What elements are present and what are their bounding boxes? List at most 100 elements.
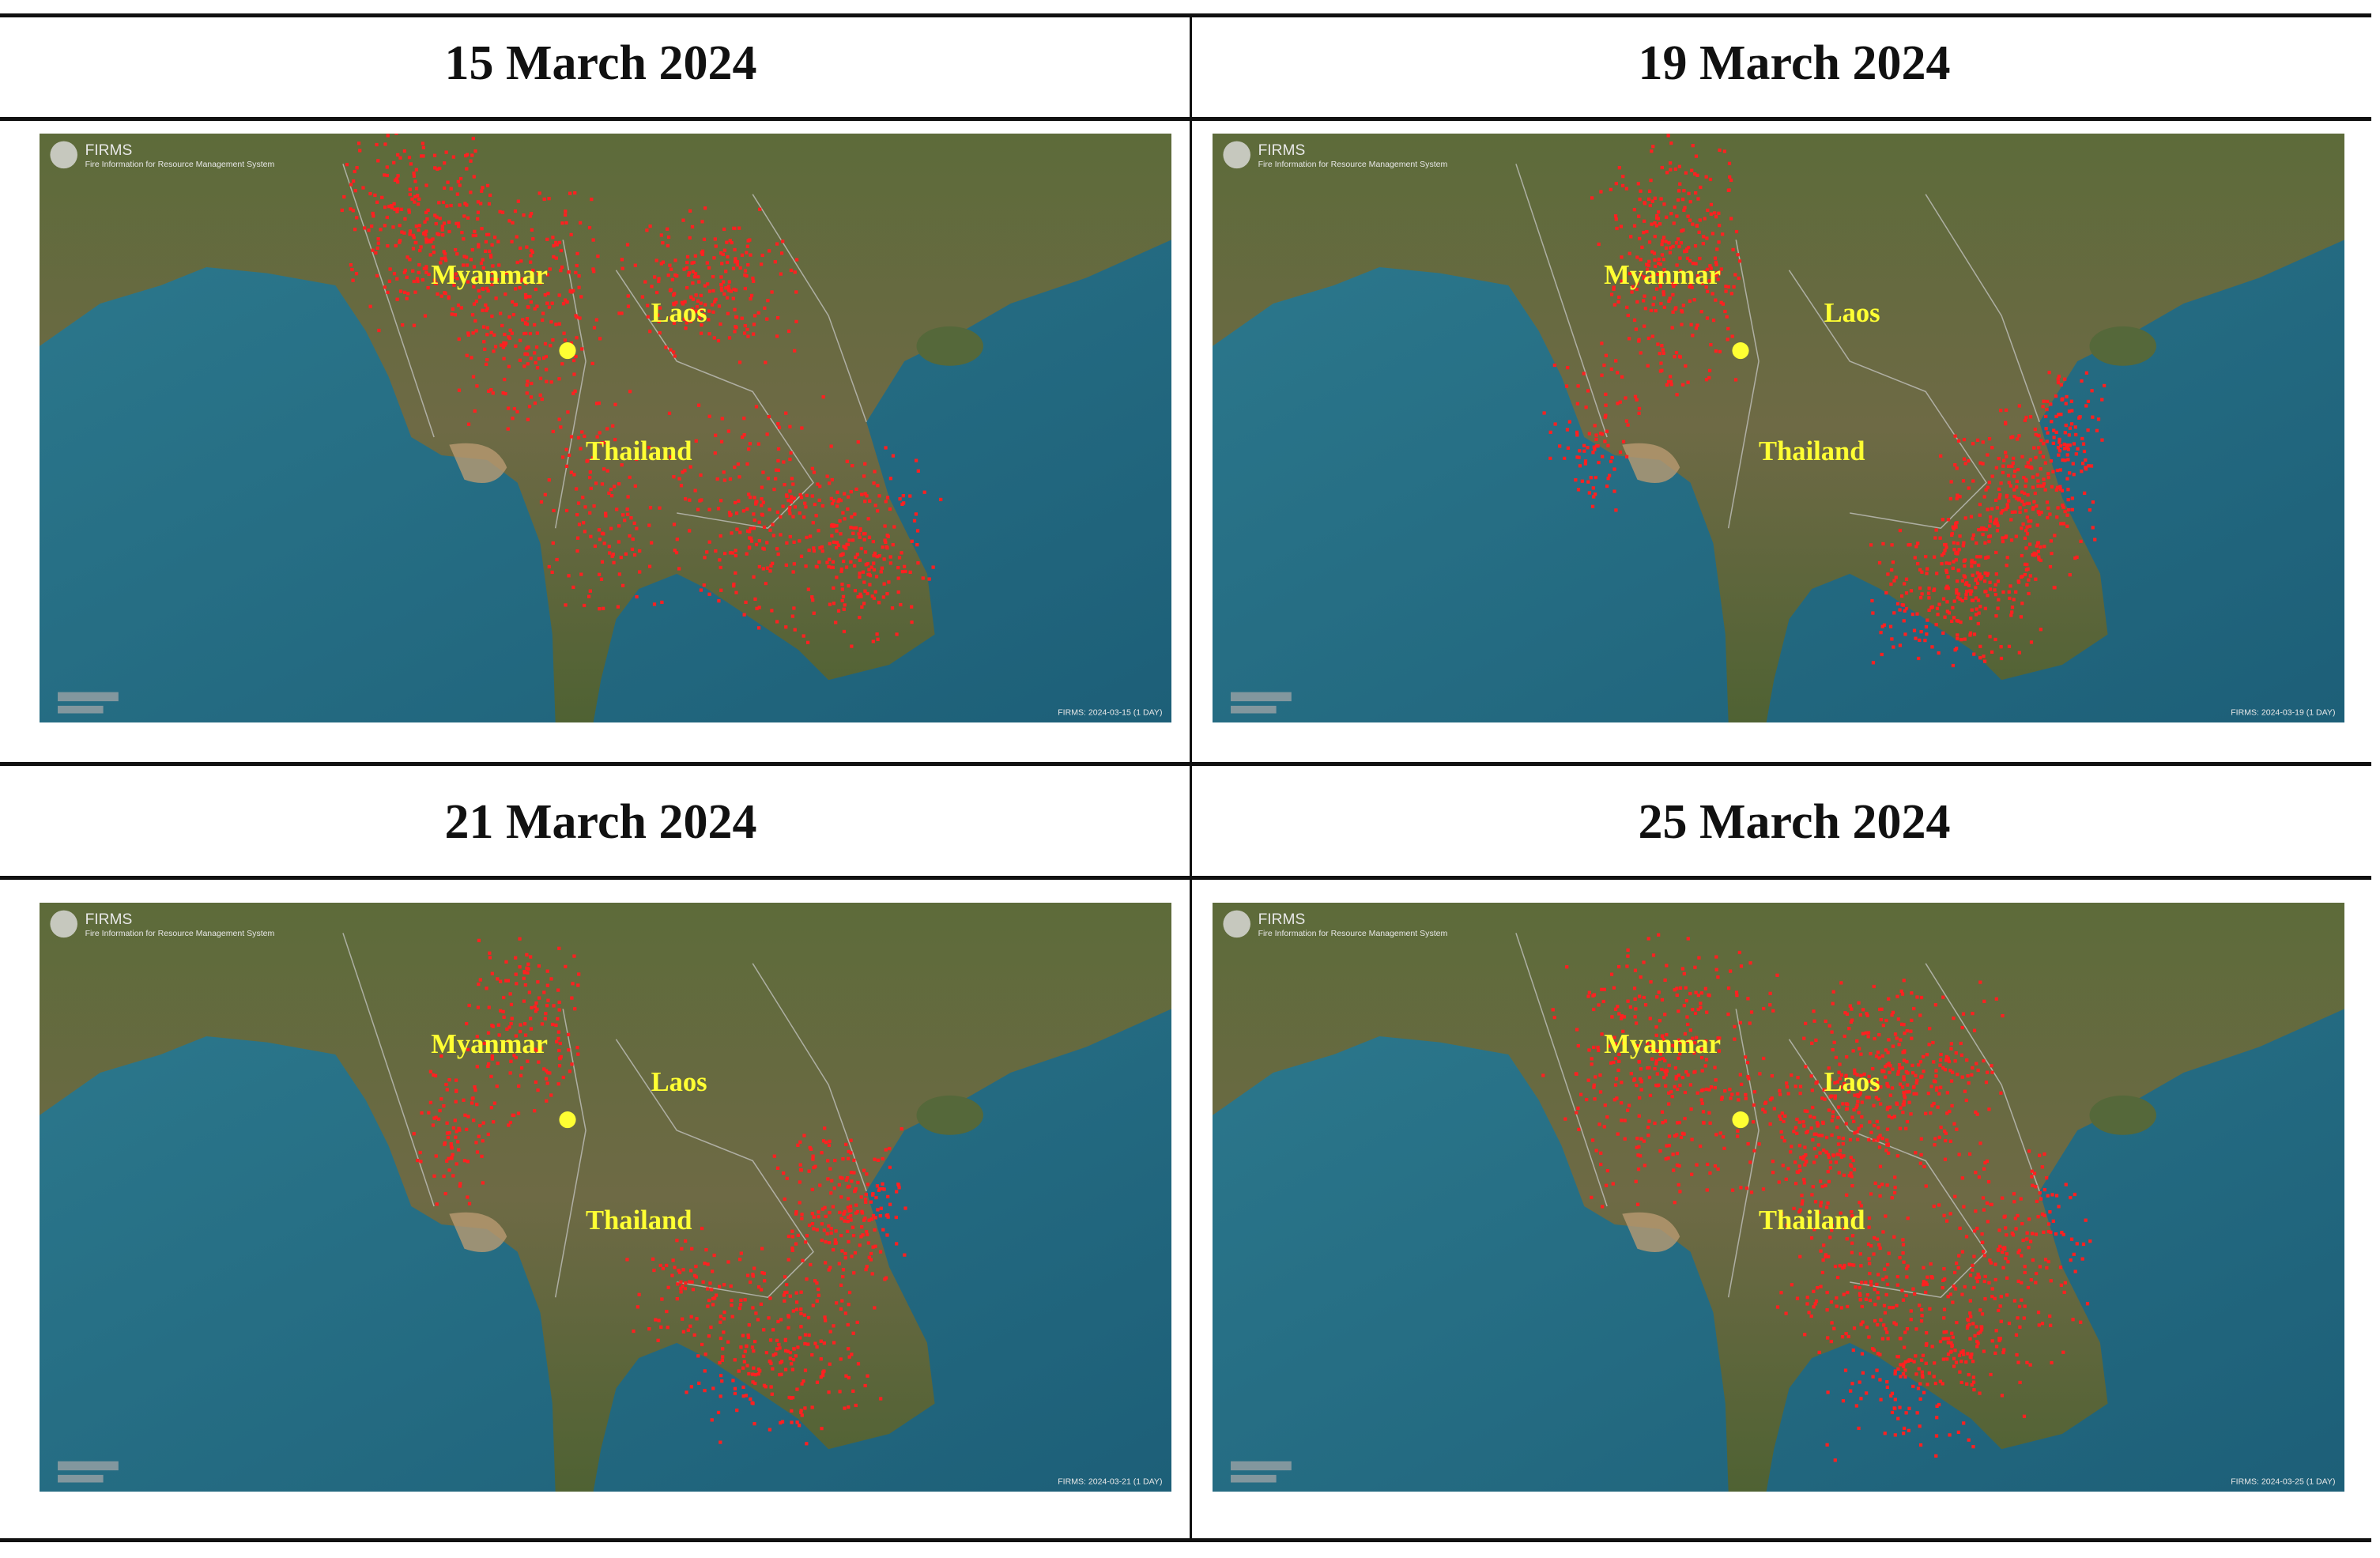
fire-dot bbox=[786, 498, 790, 503]
fire-dot bbox=[455, 277, 459, 281]
fire-dot bbox=[2025, 1237, 2029, 1241]
fire-dot bbox=[765, 541, 769, 545]
fire-dot bbox=[847, 1290, 852, 1295]
fire-dot bbox=[835, 524, 839, 528]
fire-dot bbox=[1879, 1102, 1883, 1106]
fire-dot bbox=[526, 379, 530, 383]
fire-dot bbox=[1924, 1361, 1928, 1365]
fire-dot bbox=[1961, 544, 1965, 548]
fire-dot bbox=[1919, 1137, 1923, 1141]
fire-dot bbox=[1999, 511, 2003, 515]
fire-dot bbox=[1778, 1117, 1782, 1121]
fire-dot bbox=[1643, 307, 1647, 311]
fire-dot bbox=[809, 1262, 813, 1267]
fire-dot bbox=[1945, 1091, 1949, 1095]
fire-dot bbox=[2006, 473, 2011, 477]
fire-dot bbox=[1661, 351, 1665, 355]
fire-dot bbox=[1929, 1111, 1933, 1115]
fire-dot bbox=[511, 1113, 515, 1117]
fire-dot bbox=[398, 156, 402, 160]
fire-dot bbox=[447, 1130, 451, 1135]
scale-bar bbox=[1231, 692, 1292, 702]
fire-dot bbox=[1956, 568, 1961, 573]
fire-dot bbox=[1831, 1110, 1835, 1114]
fire-dot bbox=[1952, 599, 1956, 603]
fire-dot bbox=[485, 326, 489, 330]
fire-dot bbox=[1703, 270, 1707, 273]
fire-dot bbox=[1896, 1417, 1900, 1420]
fire-dot bbox=[535, 331, 539, 335]
fire-dot bbox=[810, 1187, 814, 1192]
fire-dot bbox=[1905, 1090, 1909, 1094]
fire-dot bbox=[1691, 222, 1695, 226]
fire-dot bbox=[616, 605, 620, 609]
fire-dot bbox=[1730, 334, 1734, 338]
fire-dot bbox=[771, 1367, 775, 1371]
fire-dot bbox=[1892, 645, 1895, 649]
fire-dot bbox=[884, 500, 888, 504]
fire-dot bbox=[2027, 1149, 2031, 1153]
fire-dot bbox=[598, 538, 602, 541]
fire-dot bbox=[817, 1293, 821, 1297]
fire-dot bbox=[1642, 995, 1646, 1000]
fire-dot bbox=[1990, 1287, 1994, 1291]
fire-dot bbox=[2046, 431, 2050, 435]
fire-dot bbox=[1891, 1067, 1895, 1071]
fire-dot bbox=[839, 567, 843, 572]
fire-dot bbox=[477, 295, 482, 299]
fire-dot bbox=[1657, 257, 1661, 262]
fire-dot bbox=[1687, 245, 1691, 250]
fire-dot bbox=[1617, 1052, 1621, 1056]
fire-dot bbox=[841, 594, 846, 598]
fire-dot bbox=[651, 1257, 655, 1261]
fire-dot bbox=[1551, 1008, 1555, 1012]
fire-dot bbox=[1942, 1267, 1946, 1271]
fire-dot bbox=[412, 323, 417, 327]
fire-dot bbox=[1948, 1292, 1952, 1296]
fire-dot bbox=[588, 470, 592, 474]
fire-dot bbox=[2070, 496, 2074, 500]
fire-dot bbox=[754, 1311, 758, 1315]
fire-dot bbox=[1665, 1032, 1669, 1037]
island bbox=[2089, 1095, 2156, 1135]
fire-dot bbox=[1811, 1105, 1815, 1110]
fire-dot bbox=[604, 511, 608, 515]
fire-dot bbox=[492, 349, 496, 353]
fire-dot bbox=[1688, 200, 1692, 204]
fire-dot bbox=[847, 1197, 851, 1201]
fire-dot bbox=[760, 1288, 764, 1292]
fire-dot bbox=[1728, 175, 1732, 179]
fire-dot bbox=[854, 555, 858, 560]
fire-dot bbox=[2039, 467, 2042, 471]
fire-dot bbox=[1899, 1082, 1903, 1086]
fire-dot bbox=[1704, 378, 1709, 382]
fire-dot bbox=[1603, 439, 1607, 443]
fire-dot bbox=[638, 549, 642, 553]
fire-dot bbox=[815, 1380, 820, 1384]
fire-dot bbox=[1685, 1015, 1689, 1019]
fire-dot bbox=[477, 243, 481, 247]
fire-dot bbox=[1677, 164, 1681, 168]
fire-dot bbox=[694, 293, 698, 297]
fire-dot bbox=[688, 236, 692, 240]
fire-dot bbox=[1792, 1206, 1796, 1211]
fire-dot bbox=[1865, 1325, 1869, 1330]
fire-dot bbox=[1597, 460, 1601, 465]
fire-dot bbox=[1618, 450, 1623, 455]
fire-dot bbox=[1888, 1305, 1892, 1310]
fire-dot bbox=[564, 209, 568, 213]
fire-dot bbox=[703, 303, 707, 307]
fire-dot bbox=[1877, 1032, 1881, 1037]
fire-dot bbox=[843, 1251, 847, 1256]
fire-dot bbox=[1873, 1303, 1877, 1307]
fire-dot bbox=[1980, 1312, 1985, 1316]
fire-dot bbox=[850, 515, 854, 519]
fire-dot bbox=[1859, 1264, 1863, 1268]
fire-dot bbox=[731, 266, 736, 270]
fire-dot bbox=[2049, 1279, 2053, 1283]
fire-dot bbox=[497, 1033, 501, 1037]
fire-dot bbox=[660, 600, 664, 605]
fire-dot bbox=[549, 344, 553, 348]
fire-dot bbox=[541, 318, 545, 323]
fire-dot bbox=[1883, 1267, 1887, 1271]
